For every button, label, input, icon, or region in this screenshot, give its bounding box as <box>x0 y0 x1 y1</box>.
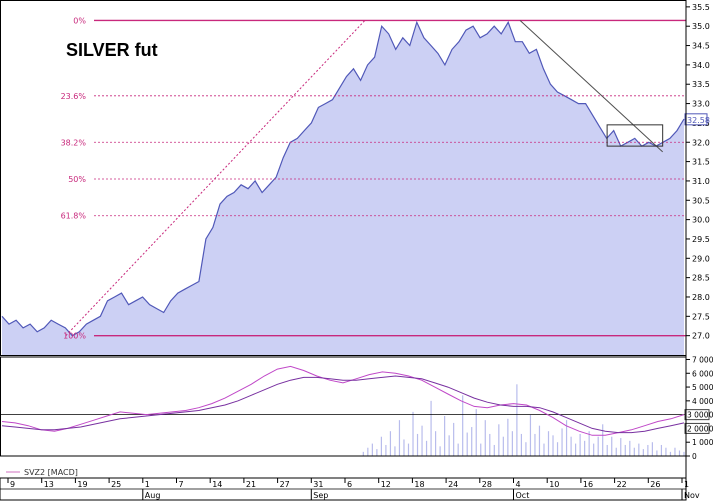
y-tick-label: 31.0 <box>692 177 710 186</box>
y-tick-label: 31.5 <box>692 158 710 167</box>
fib-label: 61.8% <box>61 212 87 221</box>
macd-y-tick-label: 7 000 <box>692 355 714 364</box>
x-month-label: Oct <box>516 491 530 500</box>
y-tick-label: 33.5 <box>692 80 710 89</box>
y-tick-label: 30.5 <box>692 196 710 205</box>
x-day-label: 21 <box>246 480 256 489</box>
macd-line <box>1 365 685 436</box>
fib-label: 23.6% <box>61 92 87 101</box>
x-day-label: 1 <box>684 480 689 489</box>
fib-label: 38.2% <box>61 138 87 147</box>
x-day-label: 24 <box>448 480 458 489</box>
x-day-label: 12 <box>381 480 391 489</box>
macd-y-tick-label: 4 000 <box>692 397 714 406</box>
macd-panel <box>0 357 686 456</box>
y-tick-label: 28.0 <box>692 293 710 302</box>
x-month-label: Aug <box>145 491 161 500</box>
macd-y-tick-label: 5 000 <box>692 383 714 392</box>
y-tick-label: 33.0 <box>692 100 710 109</box>
x-day-label: 18 <box>414 480 424 489</box>
fib-label: 50% <box>68 175 86 184</box>
macd-value-label: 3 000 <box>687 411 709 420</box>
x-month-label: Nov <box>684 491 700 500</box>
macd-line <box>1 375 685 434</box>
x-day-label: 14 <box>212 480 222 489</box>
y-tick-label: 32.0 <box>692 138 710 147</box>
y-tick-label: 29.0 <box>692 254 710 263</box>
macd-legend: SVZ2 [MACD] <box>6 468 78 477</box>
price-line <box>1 20 685 337</box>
macd-value-box <box>684 409 710 421</box>
x-day-label: 22 <box>617 480 627 489</box>
last-price-label: 32.58 <box>687 116 710 125</box>
x-day-label: 31 <box>313 480 323 489</box>
trendline <box>519 20 664 153</box>
trendline <box>65 20 366 337</box>
macd-y-tick-label: 0 <box>692 452 697 461</box>
y-tick-label: 35.0 <box>692 22 710 31</box>
macd-y-tick-label: 1 000 <box>692 438 714 447</box>
x-day-label: 13 <box>44 480 54 489</box>
macd-value-label: 2 000 <box>687 424 709 433</box>
channel-box <box>606 124 664 147</box>
x-day-label: 1 <box>145 480 150 489</box>
y-tick-label: 35.5 <box>692 3 710 12</box>
fib-label: 100% <box>63 332 86 341</box>
x-day-label: 7 <box>179 480 184 489</box>
legend-label: SVZ2 [MACD] <box>24 468 78 477</box>
x-day-label: 9 <box>10 480 15 489</box>
y-tick-label: 27.5 <box>692 312 710 321</box>
x-day-label: 4 <box>516 480 521 489</box>
chart-title: SILVER fut <box>66 40 158 60</box>
x-month-label: Sep <box>313 491 328 500</box>
x-day-label: 26 <box>650 480 660 489</box>
y-tick-label: 34.0 <box>692 61 710 70</box>
macd-y-tick-label: 6 000 <box>692 369 714 378</box>
x-day-label: 27 <box>280 480 290 489</box>
last-price-box <box>684 113 708 126</box>
fib-label: 0% <box>73 16 86 25</box>
y-tick-label: 34.5 <box>692 42 710 51</box>
x-day-label: 25 <box>111 480 121 489</box>
y-tick-label: 29.5 <box>692 235 710 244</box>
x-day-label: 6 <box>347 480 352 489</box>
y-tick-label: 28.5 <box>692 274 710 283</box>
x-day-label: 19 <box>77 480 87 489</box>
x-day-label: 10 <box>549 480 559 489</box>
x-day-label: 28 <box>482 480 492 489</box>
y-tick-label: 30.0 <box>692 216 710 225</box>
macd-value-box <box>684 422 710 434</box>
price-area <box>2 22 684 356</box>
x-day-label: 16 <box>583 480 593 489</box>
y-tick-label: 27.0 <box>692 332 710 341</box>
